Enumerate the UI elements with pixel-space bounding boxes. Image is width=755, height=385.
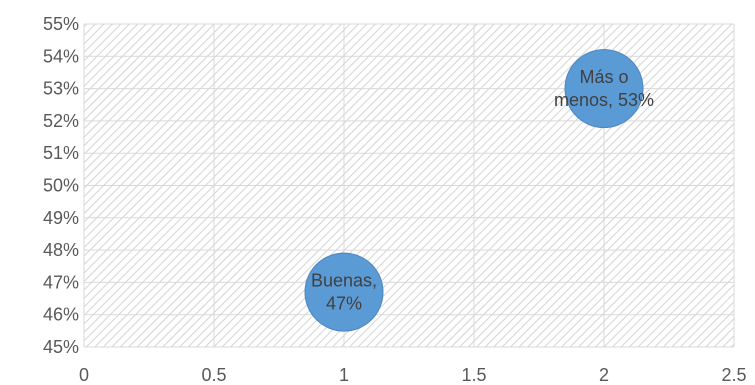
x-tick-label: 0.5 bbox=[201, 365, 226, 385]
bubble-0 bbox=[304, 252, 384, 332]
y-tick-label: 46% bbox=[43, 305, 79, 325]
bubble-1 bbox=[564, 49, 644, 129]
x-tick-label: 1 bbox=[339, 365, 349, 385]
y-tick-label: 53% bbox=[43, 79, 79, 99]
x-tick-label: 2 bbox=[599, 365, 609, 385]
data-label: menos, 53% bbox=[554, 90, 654, 110]
y-tick-label: 52% bbox=[43, 111, 79, 131]
data-label: 47% bbox=[326, 294, 362, 314]
y-tick-label: 48% bbox=[43, 240, 79, 260]
y-tick-label: 51% bbox=[43, 143, 79, 163]
y-axis: 45% 46% 47% 48% 49% 50% 51% 52% 53% 54% 55% bbox=[43, 14, 79, 357]
y-tick-label: 45% bbox=[43, 337, 79, 357]
y-tick-label: 49% bbox=[43, 208, 79, 228]
x-tick-label: 0 bbox=[79, 365, 89, 385]
y-tick-label: 50% bbox=[43, 176, 79, 196]
bubbles: Buenas, 47% Más o menos, 53% bbox=[304, 49, 654, 332]
x-tick-label: 1.5 bbox=[461, 365, 486, 385]
y-tick-label: 55% bbox=[43, 14, 79, 34]
y-tick-label: 54% bbox=[43, 46, 79, 66]
data-label: Buenas, bbox=[311, 271, 377, 291]
data-label: Más o bbox=[579, 67, 628, 87]
x-tick-label: 2.5 bbox=[721, 365, 746, 385]
x-axis: 0 0.5 1 1.5 2 2.5 bbox=[79, 365, 747, 385]
y-tick-label: 47% bbox=[43, 272, 79, 292]
